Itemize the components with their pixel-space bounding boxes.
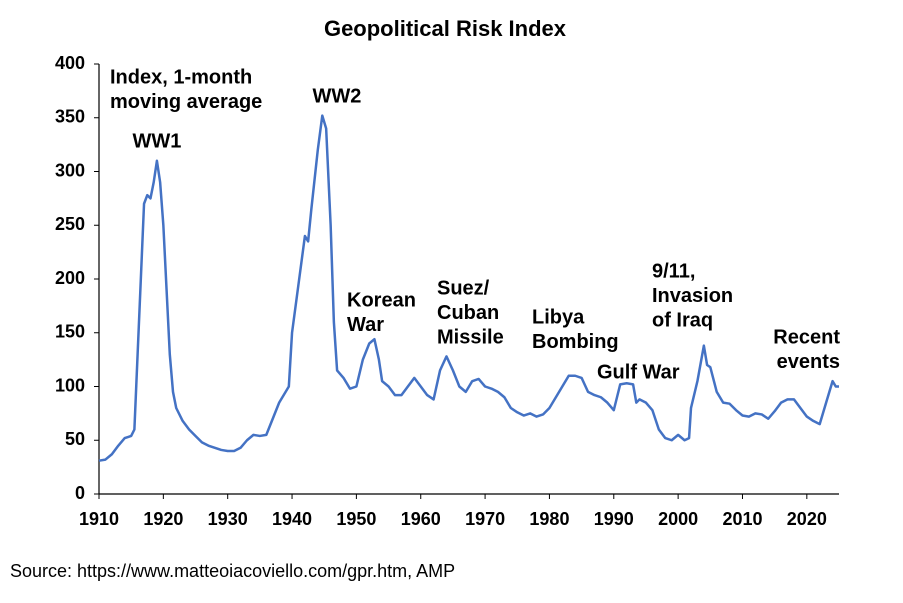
chart-title: Geopolitical Risk Index (324, 16, 567, 41)
y-tick-label: 0 (75, 483, 85, 503)
y-tick-label: 100 (55, 375, 85, 395)
x-tick-label: 2010 (722, 509, 762, 529)
annotation: Missile (437, 326, 504, 348)
x-tick-label: 2020 (787, 509, 827, 529)
x-tick-label: 1970 (465, 509, 505, 529)
annotation: Cuban (437, 302, 499, 324)
x-tick-label: 1990 (594, 509, 634, 529)
y-tick-label: 400 (55, 53, 85, 73)
annotation: Korean (347, 289, 416, 311)
annotation: moving average (110, 91, 262, 113)
annotation: Gulf War (597, 361, 680, 383)
annotation: Bombing (532, 331, 619, 353)
annotation: 9/11, (652, 260, 695, 282)
x-tick-label: 1940 (272, 509, 312, 529)
x-tick-label: 2000 (658, 509, 698, 529)
annotation: Index, 1-month (110, 66, 252, 88)
y-tick-label: 300 (55, 160, 85, 180)
x-tick-label: 1910 (79, 509, 119, 529)
annotation: Libya (532, 306, 585, 328)
y-tick-label: 350 (55, 107, 85, 127)
x-tick-label: 1980 (529, 509, 569, 529)
annotation: Suez/ (437, 277, 490, 299)
source: Source: https://www.matteoiacoviello.com… (10, 561, 455, 581)
annotation: WW2 (313, 85, 362, 107)
line-series (98, 114, 839, 462)
x-tick-label: 1920 (143, 509, 183, 529)
y-tick-label: 250 (55, 214, 85, 234)
annotation: of Iraq (652, 309, 713, 331)
y-tick-label: 150 (55, 322, 85, 342)
annotation: events (777, 351, 840, 373)
y-tick-label: 200 (55, 268, 85, 288)
annotation: Recent (773, 326, 840, 348)
x-tick-label: 1950 (336, 509, 376, 529)
x-tick-label: 1930 (208, 509, 248, 529)
y-tick-label: 50 (65, 429, 85, 449)
annotation: Invasion (652, 285, 733, 307)
annotation: War (347, 314, 384, 336)
x-tick-label: 1960 (401, 509, 441, 529)
annotation: WW1 (133, 130, 182, 152)
